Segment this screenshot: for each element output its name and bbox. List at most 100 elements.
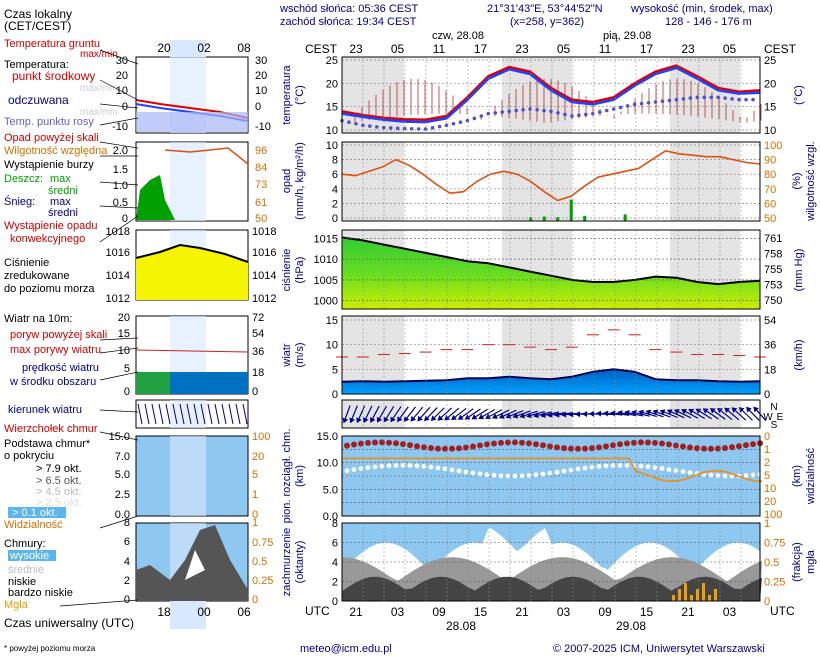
cloud-base-dot [386, 463, 392, 469]
cloud-top-dot [645, 439, 651, 446]
temp-ytick-right: 15 [764, 102, 776, 114]
mini-ytick: 1.5 [113, 164, 128, 176]
cloud-base-dot [666, 467, 672, 472]
cloud-base-dot [554, 469, 560, 475]
wind-ytick-right: 18 [764, 364, 776, 376]
cloud-base-dot [463, 469, 469, 475]
legend-line: Widzialność [4, 519, 63, 531]
legend-high: wysokie [9, 550, 49, 562]
press-frame [341, 229, 761, 310]
wind-arrow [512, 410, 531, 419]
fog-bar [690, 595, 693, 601]
cloud-top-dot [694, 445, 700, 452]
legend-line: max [50, 196, 71, 208]
fog-ytick: 1 [764, 518, 770, 530]
precip-ytick: 6 [332, 169, 338, 181]
mini-ytick: 30 [255, 55, 267, 67]
legend-line: w środku obszaru [9, 376, 96, 388]
cloud-top-dot [666, 441, 672, 448]
cloud-base-dot [421, 463, 427, 469]
mini-ytick: 1016 [106, 247, 130, 259]
cloud-base-dot [519, 473, 525, 479]
local-tick: 20 [157, 41, 171, 55]
dew-point [744, 97, 748, 102]
cloud-base-dot [456, 468, 462, 474]
wind-arrow [383, 406, 395, 423]
panel-side-label: (%) [791, 172, 803, 189]
footer-email[interactable]: meteo@icm.edu.pl [300, 643, 392, 655]
panel-side-label: wilgotność wzgl. [805, 141, 817, 221]
fog-ytick: 0.75 [764, 538, 785, 550]
cloud-base-dot [400, 462, 406, 468]
wind-arrow [731, 407, 747, 421]
wind-ytick: 15 [326, 315, 338, 327]
cloud-base-dot [484, 472, 490, 478]
mini-ytick: 54 [252, 328, 264, 340]
panel-side-label: (frakcja) [791, 542, 803, 582]
cloud-base-dot [722, 473, 728, 479]
legend-line: max/min [80, 83, 118, 94]
wind-arrow [645, 409, 664, 418]
press-ytick-right: 755 [764, 264, 782, 276]
wind-arrow [430, 407, 445, 421]
high-bg [8, 550, 56, 561]
elevation-title: wysokość (min, środek, max) [630, 3, 773, 15]
mini-wind-arrow [200, 403, 206, 425]
cloud-base-dot [624, 462, 630, 468]
wind-arrow [666, 409, 685, 419]
cloud-top-dot [512, 439, 518, 446]
wind-ytick: 5 [332, 364, 338, 376]
cloud-top-dot [708, 445, 714, 452]
mini-ytick: 0 [124, 594, 130, 606]
legend-line: > 2.5 okt. [36, 497, 82, 509]
dew-point [730, 97, 734, 101]
mini-ytick: 1012 [252, 293, 276, 305]
mini-gust [135, 349, 249, 353]
panel-side-label: (°C) [294, 85, 306, 105]
cloud-base-dot [540, 471, 546, 477]
mini-ytick: 0.5 [113, 197, 128, 209]
cloud-top-dot [568, 445, 574, 452]
cloud-base-dot [589, 464, 595, 470]
utc-left: UTC [305, 604, 330, 618]
cc-frame [341, 522, 761, 602]
mini-wind-arrow [242, 403, 248, 425]
legend-line: Wystąpienie burzy [4, 159, 94, 171]
fog-bar [708, 595, 711, 601]
legend-line: konwekcyjnego [10, 233, 85, 245]
wind-arrow [410, 406, 424, 422]
dew-point [423, 127, 428, 131]
leader-line [99, 205, 139, 209]
cloud-frame [341, 435, 761, 517]
wind-arrow [738, 407, 753, 421]
wind-arrow [471, 408, 488, 420]
fog-ytick: 0.25 [764, 577, 785, 589]
cloud-base-dot [414, 463, 420, 469]
day2-label: pią, 29.08 [603, 30, 651, 42]
cloud-base-dot [379, 463, 385, 469]
mini-ytick: 0.25 [252, 575, 273, 587]
dew-point [723, 96, 727, 100]
wind-ytick: 0 [332, 389, 338, 401]
cloud-top-dot [491, 440, 497, 447]
dew-point [695, 95, 700, 100]
wind-arrow [717, 407, 733, 421]
mini-ytick: 20 [252, 451, 264, 463]
vis-ytick: 100 [764, 509, 782, 521]
dew-point [611, 107, 616, 111]
cloud-top-dot [386, 439, 392, 446]
cloud-base-dot [393, 463, 399, 468]
panel-side-label: widzialność [805, 447, 817, 505]
dew-point [507, 109, 512, 114]
mini-wind-arrow [158, 403, 164, 425]
rh-ytick: 50 [764, 213, 776, 225]
legend-line: kierunek wiatru [8, 404, 82, 416]
cc-ytick: 2 [332, 577, 338, 589]
utc-tick: 00 [197, 605, 211, 619]
cloud-base-dot [750, 472, 756, 478]
dew-point [646, 100, 651, 105]
legend-line: bardzo niskie [8, 587, 73, 599]
cc-ytick: 4 [332, 557, 338, 569]
temp-ytick-left: 10 [326, 125, 338, 137]
